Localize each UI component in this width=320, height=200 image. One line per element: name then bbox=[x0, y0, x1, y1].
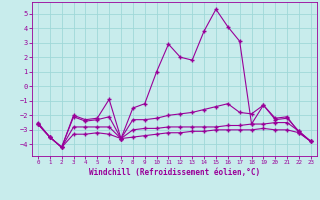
X-axis label: Windchill (Refroidissement éolien,°C): Windchill (Refroidissement éolien,°C) bbox=[89, 168, 260, 177]
